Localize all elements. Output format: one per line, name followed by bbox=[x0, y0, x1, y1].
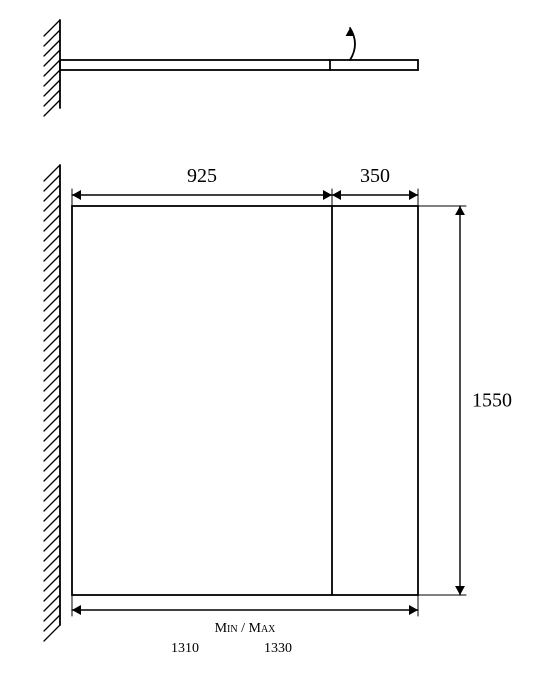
footer-min: 1310 bbox=[171, 641, 199, 656]
dim-width1: 925 bbox=[187, 165, 217, 187]
footer-max: 1330 bbox=[264, 641, 292, 656]
front-view bbox=[44, 165, 418, 641]
dim-width2: 350 bbox=[360, 165, 390, 187]
top-view bbox=[44, 20, 418, 116]
technical-drawing: 925 350 1550 Min / Max 1310 1330 bbox=[0, 0, 534, 674]
dimensions: 925 350 1550 Min / Max 1310 1330 bbox=[72, 165, 512, 656]
footer-title: Min / Max bbox=[215, 621, 277, 636]
dim-height: 1550 bbox=[472, 390, 512, 412]
